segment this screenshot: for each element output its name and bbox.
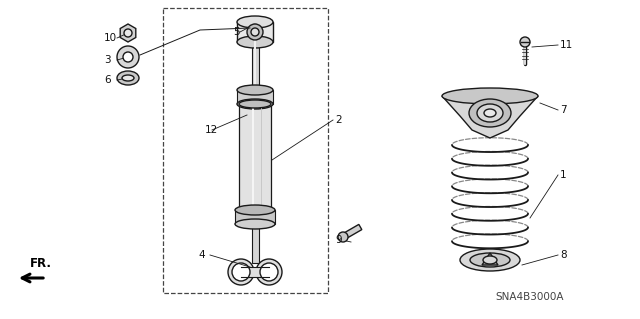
Ellipse shape xyxy=(469,99,511,127)
Polygon shape xyxy=(120,24,136,42)
Bar xyxy=(252,224,259,263)
Ellipse shape xyxy=(237,36,273,48)
Bar xyxy=(239,104,271,210)
Text: 6: 6 xyxy=(104,75,111,85)
Ellipse shape xyxy=(237,99,273,109)
Text: SNA4B3000A: SNA4B3000A xyxy=(496,292,564,302)
Ellipse shape xyxy=(484,109,496,117)
Bar xyxy=(163,8,328,293)
Polygon shape xyxy=(342,224,362,240)
Bar xyxy=(237,22,273,42)
Bar xyxy=(235,210,275,224)
Bar xyxy=(254,32,256,90)
Text: 4: 4 xyxy=(198,250,205,260)
Circle shape xyxy=(260,263,278,281)
Text: 2: 2 xyxy=(335,115,342,125)
Ellipse shape xyxy=(470,253,510,267)
Ellipse shape xyxy=(237,16,273,28)
Bar xyxy=(237,90,273,104)
Circle shape xyxy=(338,232,348,242)
Text: 1: 1 xyxy=(560,170,566,180)
Ellipse shape xyxy=(247,24,263,40)
Ellipse shape xyxy=(483,256,497,264)
Ellipse shape xyxy=(251,28,259,36)
Text: 9: 9 xyxy=(335,235,342,245)
Bar xyxy=(252,32,259,90)
Text: 3: 3 xyxy=(104,55,111,65)
Text: FR.: FR. xyxy=(30,257,52,270)
Ellipse shape xyxy=(237,85,273,95)
Ellipse shape xyxy=(122,75,134,81)
Ellipse shape xyxy=(460,249,520,271)
Ellipse shape xyxy=(235,219,275,229)
Circle shape xyxy=(117,46,139,68)
Text: 7: 7 xyxy=(560,105,566,115)
Text: 10: 10 xyxy=(104,33,117,43)
Ellipse shape xyxy=(442,88,538,104)
Ellipse shape xyxy=(477,104,503,122)
Circle shape xyxy=(123,52,133,62)
Circle shape xyxy=(228,259,254,285)
Circle shape xyxy=(256,259,282,285)
Text: 12: 12 xyxy=(205,125,218,135)
Polygon shape xyxy=(442,96,538,138)
Ellipse shape xyxy=(117,71,139,85)
Circle shape xyxy=(124,29,132,37)
Text: 5: 5 xyxy=(233,27,239,37)
Circle shape xyxy=(232,263,250,281)
Bar xyxy=(241,267,269,277)
Ellipse shape xyxy=(239,100,271,108)
Text: 11: 11 xyxy=(560,40,573,50)
Polygon shape xyxy=(482,253,498,265)
Ellipse shape xyxy=(239,206,271,214)
Ellipse shape xyxy=(235,205,275,215)
Circle shape xyxy=(520,37,530,47)
Text: 8: 8 xyxy=(560,250,566,260)
